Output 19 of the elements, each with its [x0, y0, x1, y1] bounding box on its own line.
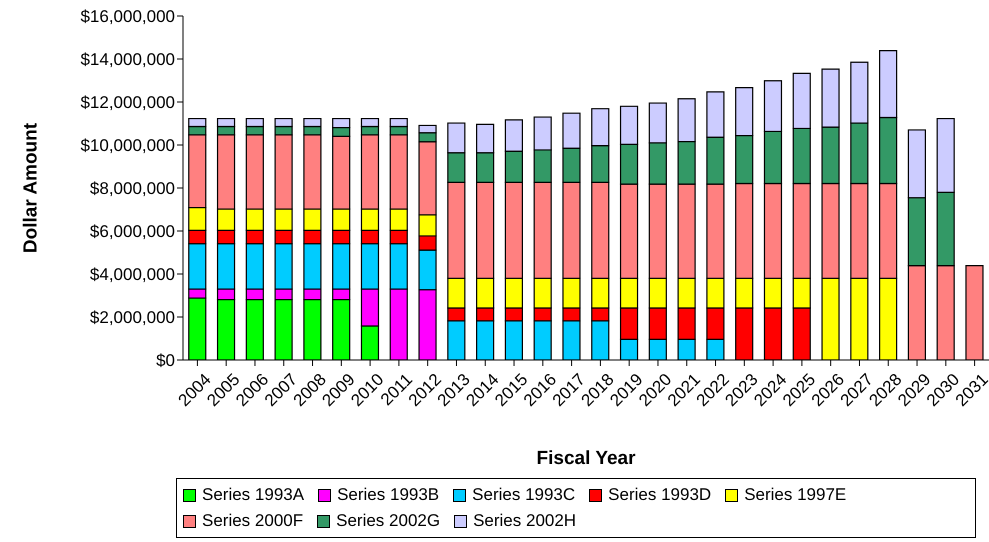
- legend-label: Series 2000F: [201, 510, 304, 532]
- y-tick-label: $8,000,000: [90, 179, 175, 198]
- legend-label: Series 1993D: [607, 484, 712, 506]
- y-tick-label: $2,000,000: [90, 308, 175, 328]
- legend-label: Series 1993C: [471, 484, 576, 506]
- y-tick-label: $4,000,000: [90, 265, 175, 284]
- y-tick-label: $14,000,000: [80, 50, 175, 70]
- y-axis-title: Dollar Amount: [20, 122, 42, 254]
- legend-label: Series 1997E: [743, 484, 846, 506]
- x-axis-title: Fiscal Year: [536, 448, 636, 469]
- y-tick-label: $12,000,000: [80, 93, 175, 112]
- legend-label: Series 2002G: [335, 510, 440, 532]
- legend-label: Series 1993B: [336, 484, 440, 506]
- y-tick-label: $10,000,000: [80, 136, 175, 156]
- y-tick-label: $16,000,000: [80, 7, 175, 26]
- legend-label: Series 1993A: [201, 484, 304, 506]
- y-tick-label: $6,000,000: [90, 222, 175, 242]
- legend-label: Series 2002H: [472, 510, 576, 532]
- y-tick-label: $0: [156, 351, 175, 370]
